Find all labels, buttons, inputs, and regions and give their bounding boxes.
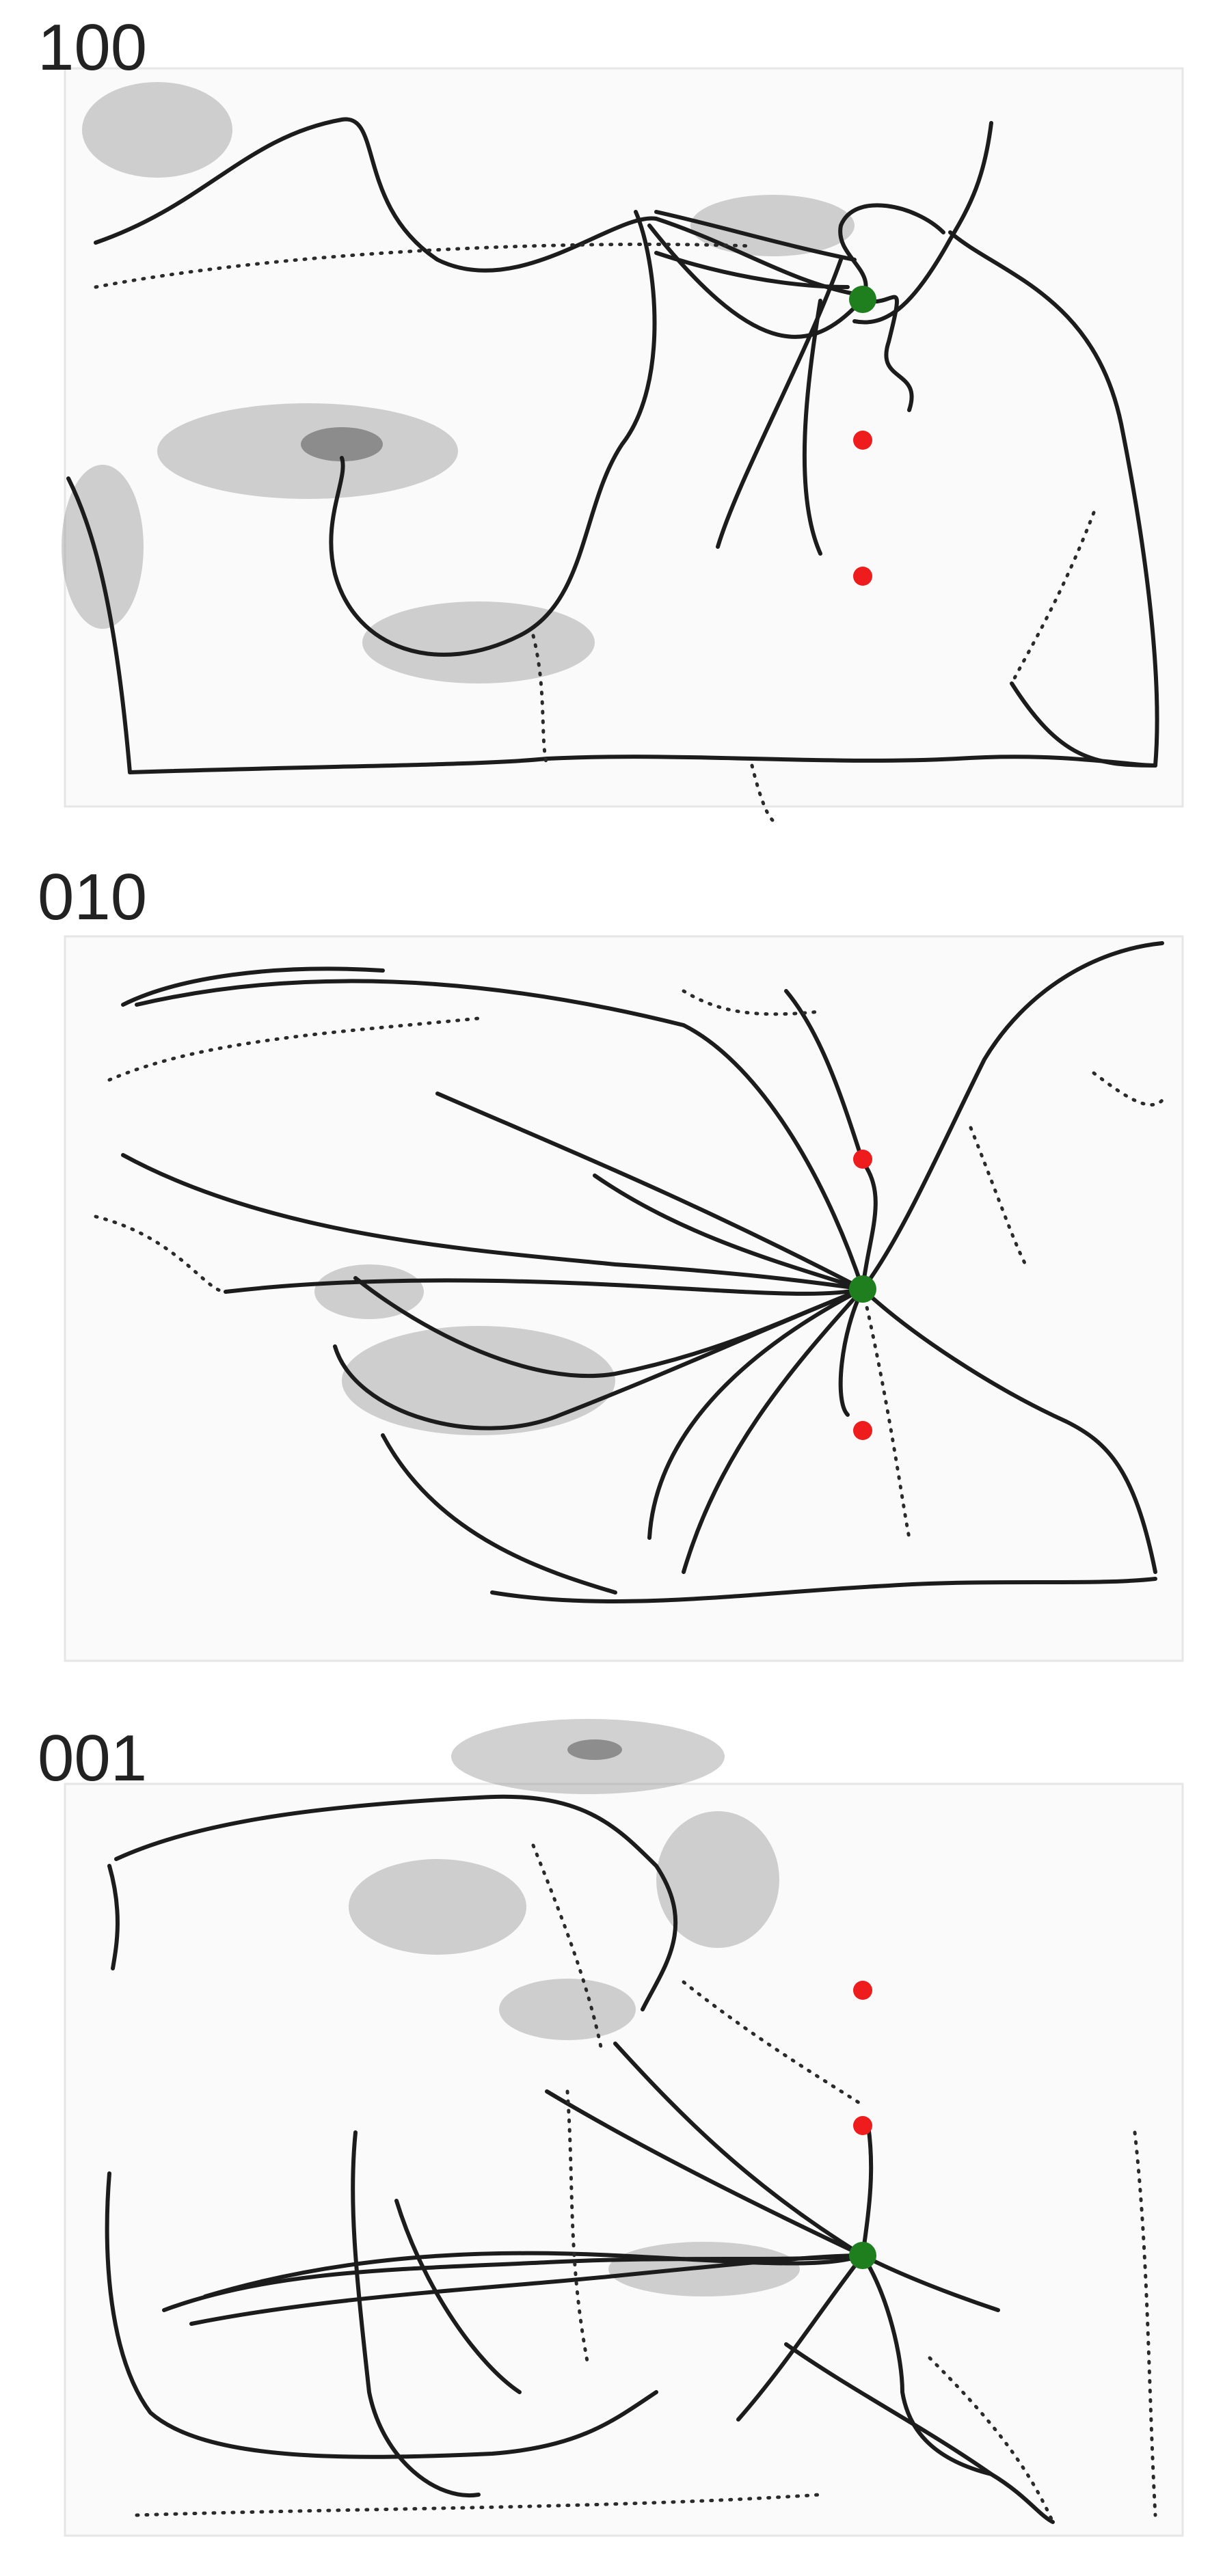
- animal-blur: [82, 82, 232, 178]
- trajectory: [381, 1433, 617, 1595]
- animal-blur: [342, 1326, 615, 1435]
- target-marker: [853, 2116, 872, 2135]
- panel-010: 010: [0, 854, 1210, 1702]
- trajectory-dotted: [107, 1016, 481, 1082]
- trajectory: [94, 117, 857, 296]
- trajectory: [716, 258, 843, 549]
- trajectory: [861, 2124, 874, 2258]
- trajectory-dotted: [682, 989, 822, 1016]
- trajectory: [329, 210, 657, 657]
- trajectory: [802, 299, 822, 556]
- trajectory: [736, 2253, 865, 2422]
- arena-frame: [64, 935, 1184, 1662]
- trajectory-dotted: [531, 1843, 604, 2052]
- target-marker: [853, 431, 872, 450]
- arena-frame: [64, 1782, 1184, 2537]
- trajectory: [647, 1287, 865, 1540]
- animal-blur: [301, 427, 383, 461]
- trajectory: [105, 2171, 658, 2459]
- animal-blur: [349, 1859, 526, 1955]
- trajectory-dotted: [94, 243, 754, 289]
- arena-image: [64, 935, 1184, 1662]
- trajectory: [861, 1287, 1157, 1574]
- trajectory-dotted: [1133, 2130, 1157, 2517]
- trajectory: [121, 966, 385, 1007]
- trajectory: [114, 1794, 677, 2011]
- trajectory: [861, 2253, 1000, 2312]
- panel-label: 100: [38, 11, 148, 84]
- trajectory: [545, 2089, 865, 2258]
- start-marker: [849, 2242, 876, 2269]
- panel-label: 001: [38, 1722, 148, 1795]
- trajectory: [613, 2042, 865, 2258]
- trajectory: [121, 1153, 865, 1291]
- trajectory: [435, 1092, 865, 1291]
- animal-blur: [690, 195, 855, 256]
- trajectory: [654, 251, 850, 289]
- animal-blur: [567, 1739, 622, 1760]
- target-marker: [853, 1150, 872, 1169]
- trajectory: [351, 2130, 481, 2498]
- arena-frame: [64, 67, 1184, 808]
- trajectory: [107, 1864, 120, 1970]
- trajectory-dotted: [750, 763, 775, 822]
- trajectory: [135, 979, 865, 1291]
- panel-100: 100: [0, 0, 1210, 848]
- trajectory: [224, 1278, 865, 1296]
- trajectory: [593, 1174, 865, 1291]
- trajectory-dotted: [928, 2356, 1055, 2524]
- trajectory: [490, 1577, 1157, 1603]
- trajectory: [852, 121, 993, 325]
- start-marker: [849, 286, 876, 313]
- arena-image: [64, 1719, 1184, 2537]
- trajectory-dotted: [565, 2089, 590, 2367]
- trajectory: [66, 476, 132, 774]
- trajectory: [394, 2199, 522, 2394]
- trajectory: [189, 2253, 865, 2326]
- target-marker: [853, 1421, 872, 1440]
- trajectory: [861, 941, 1164, 1291]
- trajectory: [861, 1160, 878, 1291]
- trajectory: [203, 2251, 865, 2299]
- trajectory-dotted: [969, 1126, 1027, 1266]
- trajectory: [784, 989, 865, 1164]
- trajectory: [682, 1287, 865, 1574]
- trajectory: [784, 2342, 1055, 2524]
- trajectory: [654, 210, 857, 262]
- trajectory: [838, 1287, 865, 1417]
- trajectory: [647, 203, 945, 339]
- start-marker: [849, 1275, 876, 1303]
- animal-blur: [362, 601, 595, 683]
- animal-blur: [656, 1811, 779, 1948]
- animal-blur: [499, 1979, 636, 2040]
- trajectory-dotted: [531, 634, 549, 768]
- trajectory: [861, 2253, 993, 2476]
- arena-image: [62, 67, 1184, 822]
- panel-001: 001: [0, 1709, 1210, 2576]
- animal-blur: [314, 1264, 424, 1319]
- panel-label: 010: [38, 860, 148, 934]
- trajectory: [333, 1287, 865, 1431]
- trajectory: [852, 292, 914, 412]
- target-marker: [853, 1981, 872, 2000]
- trajectory-dotted: [94, 1215, 228, 1294]
- trajectory: [128, 755, 1157, 774]
- target-marker: [853, 567, 872, 586]
- trajectory-dotted: [1092, 1071, 1164, 1107]
